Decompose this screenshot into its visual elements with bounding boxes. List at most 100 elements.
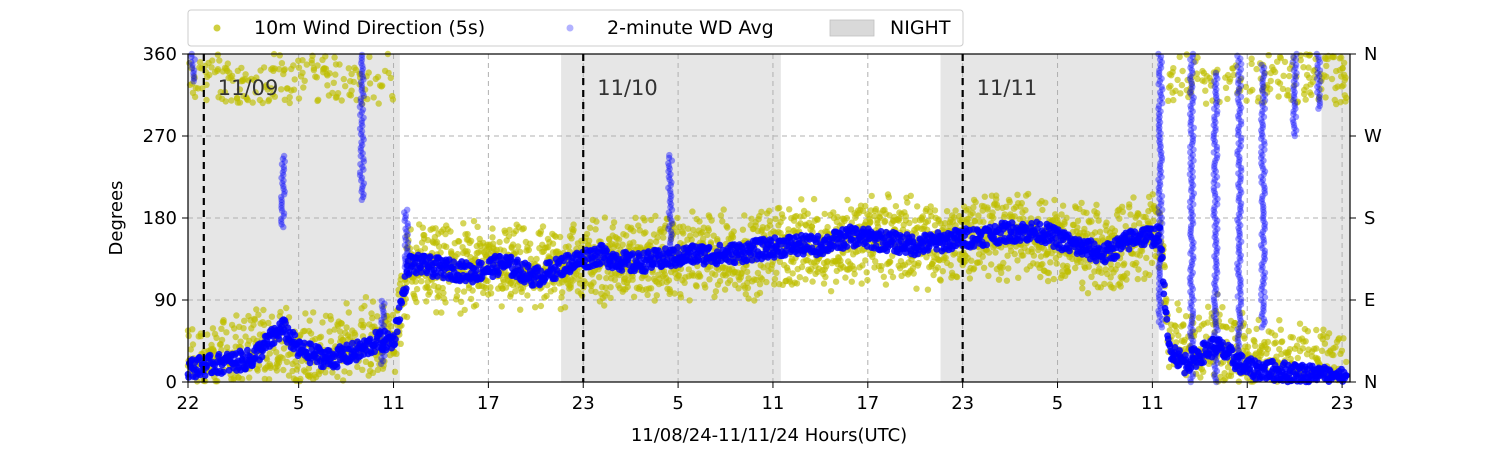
wind-5s-point bbox=[236, 86, 244, 93]
wind-5s-point bbox=[1312, 55, 1319, 63]
wind-5s-point bbox=[362, 358, 370, 365]
wind-5s-point bbox=[696, 218, 703, 225]
wind-5s-point bbox=[1237, 87, 1244, 94]
wind-5s-point bbox=[1074, 224, 1081, 231]
wind-5s-point bbox=[647, 216, 655, 224]
wind-5s-point bbox=[1173, 339, 1180, 346]
wind-5s-point bbox=[886, 212, 893, 219]
wind-5s-point bbox=[771, 281, 778, 288]
wind-5s-point bbox=[848, 278, 855, 285]
wind-5s-point bbox=[1001, 211, 1008, 218]
wind-5s-point bbox=[331, 54, 338, 61]
wind-5s-point bbox=[1025, 190, 1032, 198]
wind-5s-point bbox=[387, 74, 394, 82]
wind-5s-point bbox=[218, 336, 226, 344]
wind-5s-point bbox=[1059, 202, 1067, 209]
wind-5s-point bbox=[952, 207, 959, 214]
wind-5s-point bbox=[1332, 344, 1339, 351]
wind-5s-point bbox=[268, 313, 276, 320]
wind-5s-point bbox=[543, 292, 550, 300]
wd-avg-point bbox=[239, 351, 247, 359]
wind-5s-point bbox=[1343, 358, 1350, 366]
wind-5s-point bbox=[442, 299, 449, 306]
wind-5s-point bbox=[1323, 73, 1330, 80]
wind-5s-point bbox=[644, 291, 651, 298]
wind-5s-point bbox=[502, 284, 510, 291]
wind-5s-point bbox=[532, 304, 539, 311]
wind-5s-point bbox=[1107, 274, 1114, 281]
wind-5s-point bbox=[699, 235, 707, 243]
wind-5s-point bbox=[1219, 304, 1226, 311]
wind-5s-point bbox=[322, 369, 329, 376]
wind-5s-point bbox=[549, 240, 557, 247]
wind-5s-point bbox=[364, 95, 371, 103]
wind-5s-point bbox=[641, 217, 648, 224]
wd-avg-point bbox=[618, 267, 626, 274]
wind-5s-point bbox=[981, 193, 988, 200]
wind-5s-point bbox=[647, 285, 655, 292]
wind-5s-point bbox=[1174, 76, 1181, 84]
wind-5s-point bbox=[1022, 207, 1029, 214]
wind-5s-point bbox=[379, 82, 386, 89]
wind-5s-point bbox=[343, 324, 350, 331]
wind-5s-point bbox=[405, 237, 412, 244]
wd-avg-point bbox=[206, 351, 214, 359]
wind-5s-point bbox=[693, 283, 700, 290]
wind-5s-point bbox=[1020, 252, 1027, 259]
wind-5s-point bbox=[809, 278, 816, 285]
wind-5s-point bbox=[1005, 265, 1012, 272]
wind-5s-point bbox=[189, 326, 196, 333]
wind-5s-point bbox=[1039, 206, 1046, 214]
wd-avg-point bbox=[398, 299, 406, 307]
wind-5s-point bbox=[487, 284, 494, 291]
wind-5s-point bbox=[350, 78, 357, 86]
wind-5s-point bbox=[567, 284, 574, 291]
wind-5s-point bbox=[214, 66, 222, 73]
wind-5s-point bbox=[867, 218, 874, 225]
wind-5s-point bbox=[674, 228, 681, 235]
wind-5s-point bbox=[904, 199, 911, 206]
wind-5s-point bbox=[914, 203, 921, 210]
wind-5s-point bbox=[1053, 260, 1060, 267]
wind-5s-point bbox=[1003, 277, 1011, 284]
wd-avg-point bbox=[495, 269, 502, 276]
wind-5s-point bbox=[843, 214, 850, 222]
wind-5s-point bbox=[438, 309, 445, 316]
wind-5s-point bbox=[726, 277, 734, 284]
wind-5s-point bbox=[231, 325, 238, 332]
wind-5s-point bbox=[327, 338, 335, 345]
wind-5s-point bbox=[1321, 340, 1329, 347]
wind-5s-point bbox=[1170, 65, 1177, 72]
wind-5s-point bbox=[474, 223, 481, 230]
wind-5s-point bbox=[191, 74, 198, 82]
wind-5s-point bbox=[1207, 77, 1215, 85]
wind-5s-point bbox=[276, 52, 283, 59]
wind-5s-point bbox=[1244, 343, 1252, 350]
wind-5s-point bbox=[1251, 342, 1259, 349]
wind-5s-point bbox=[369, 315, 376, 322]
wind-5s-point bbox=[972, 198, 979, 206]
wind-5s-point bbox=[290, 86, 298, 93]
wind-5s-point bbox=[943, 208, 951, 215]
wind-5s-point bbox=[220, 317, 227, 324]
wind-5s-point bbox=[569, 277, 577, 284]
wind-5s-point bbox=[214, 51, 222, 58]
wind-5s-point bbox=[1318, 86, 1325, 93]
wind-5s-point bbox=[681, 279, 688, 286]
wind-5s-point bbox=[361, 86, 369, 93]
wind-5s-point bbox=[1085, 263, 1092, 270]
wind-5s-point bbox=[814, 216, 821, 223]
wind-5s-point bbox=[295, 64, 303, 71]
wind-5s-point bbox=[1280, 72, 1287, 80]
wind-5s-point bbox=[1279, 338, 1286, 345]
wind-5s-point bbox=[739, 226, 747, 233]
wind-5s-point bbox=[1045, 269, 1053, 277]
wind-5s-point bbox=[346, 369, 353, 377]
wind-5s-point bbox=[1123, 276, 1130, 283]
wd-avg-point bbox=[402, 285, 410, 292]
wind-5s-point bbox=[910, 270, 917, 277]
wind-5s-point bbox=[1000, 259, 1007, 267]
wind-5s-point bbox=[1188, 80, 1196, 87]
wind-5s-point bbox=[990, 214, 997, 222]
wind-5s-point bbox=[357, 70, 364, 78]
